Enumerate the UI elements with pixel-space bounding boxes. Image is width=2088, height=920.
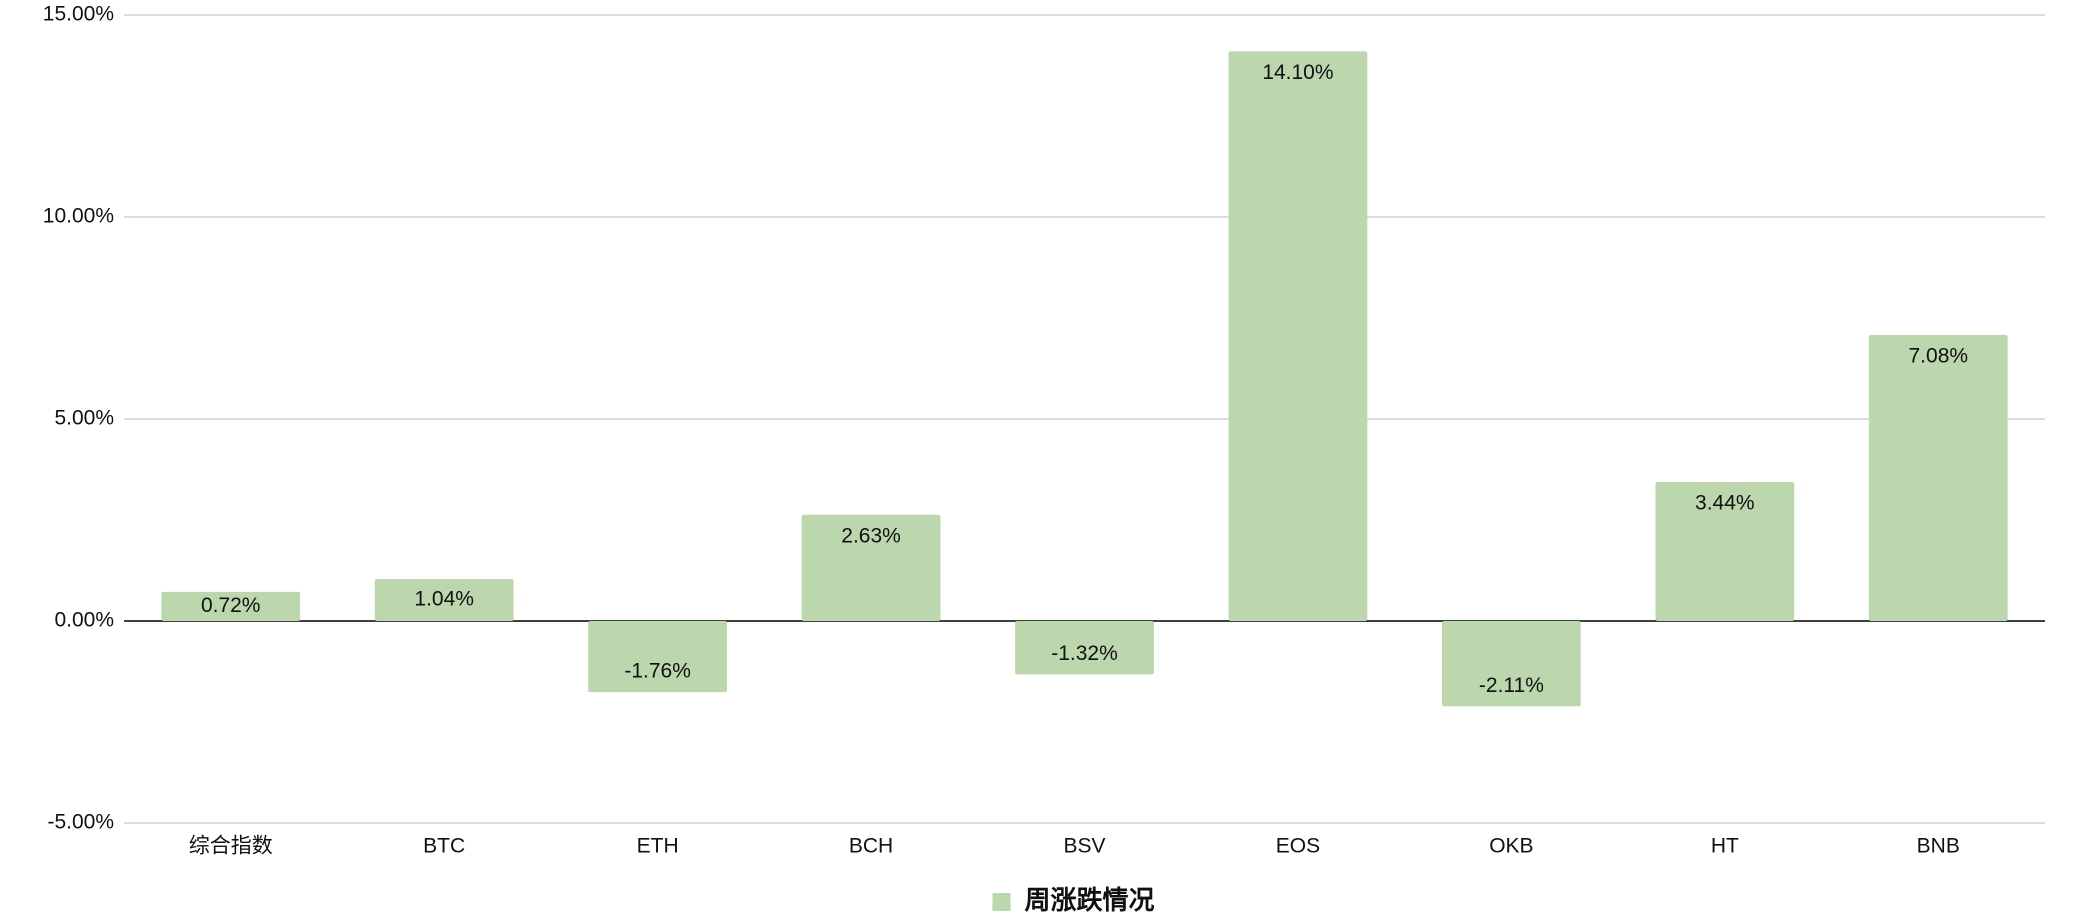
x-tick-label: 综合指数 bbox=[189, 835, 273, 858]
x-tick-label: OKB bbox=[1489, 835, 1533, 858]
x-tick-label: BSV bbox=[1063, 835, 1105, 858]
x-tick-label: HT bbox=[1711, 835, 1739, 858]
value-label: 1.04% bbox=[414, 588, 474, 611]
bar bbox=[1868, 334, 2008, 621]
bar bbox=[1655, 482, 1795, 621]
bar bbox=[374, 578, 514, 621]
value-label: 3.44% bbox=[1695, 492, 1755, 515]
y-tick-label: 5.00% bbox=[54, 407, 114, 430]
value-label: 14.10% bbox=[1262, 61, 1333, 84]
value-label: -1.76% bbox=[624, 660, 691, 683]
x-tick-label: BNB bbox=[1917, 835, 1960, 858]
x-tick-label: ETH bbox=[637, 835, 679, 858]
bar bbox=[161, 591, 301, 621]
bar bbox=[801, 514, 941, 621]
y-tick-label: -5.00% bbox=[47, 811, 114, 834]
bar bbox=[1442, 621, 1581, 707]
legend-swatch bbox=[992, 893, 1011, 911]
bar bbox=[588, 621, 727, 693]
y-tick-label: 15.00% bbox=[43, 3, 114, 26]
value-label: 7.08% bbox=[1909, 345, 1969, 368]
legend-label: 周涨跌情况 bbox=[1025, 885, 1155, 915]
y-tick-label: 10.00% bbox=[43, 205, 114, 228]
x-tick-label: BCH bbox=[849, 835, 893, 858]
bar bbox=[1228, 51, 1368, 622]
y-tick-label: 0.00% bbox=[54, 609, 114, 632]
value-label: 0.72% bbox=[201, 594, 261, 617]
value-label: 2.63% bbox=[841, 524, 901, 547]
x-tick-label: BTC bbox=[423, 835, 465, 858]
bar bbox=[1015, 621, 1154, 675]
value-label: -2.11% bbox=[1479, 674, 1544, 697]
value-label: -1.32% bbox=[1051, 642, 1118, 665]
x-tick-label: EOS bbox=[1276, 835, 1320, 858]
